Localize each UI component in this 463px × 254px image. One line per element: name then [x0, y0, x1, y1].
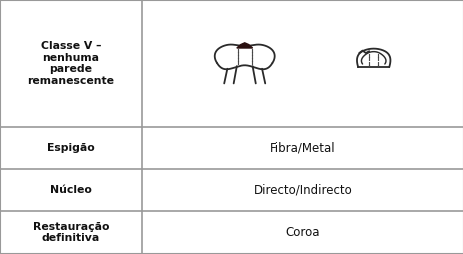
Bar	[0, 127, 141, 169]
Text: Núcleo: Núcleo	[50, 185, 92, 195]
Bar	[141, 0, 463, 127]
Text: Directo/Indirecto: Directo/Indirecto	[253, 183, 351, 196]
Bar	[0, 0, 141, 127]
Text: Espigão: Espigão	[47, 143, 94, 153]
Text: Classe V –
nenhuma
parede
remanescente: Classe V – nenhuma parede remanescente	[27, 41, 114, 86]
Bar	[0, 169, 141, 211]
Bar	[141, 211, 463, 254]
Text: Restauração
definitiva: Restauração definitiva	[32, 221, 109, 243]
Text: Coroa: Coroa	[285, 226, 319, 239]
Bar	[141, 127, 463, 169]
Bar	[0, 211, 141, 254]
Polygon shape	[236, 43, 252, 48]
Text: Fibra/Metal: Fibra/Metal	[269, 141, 335, 154]
Bar	[141, 169, 463, 211]
